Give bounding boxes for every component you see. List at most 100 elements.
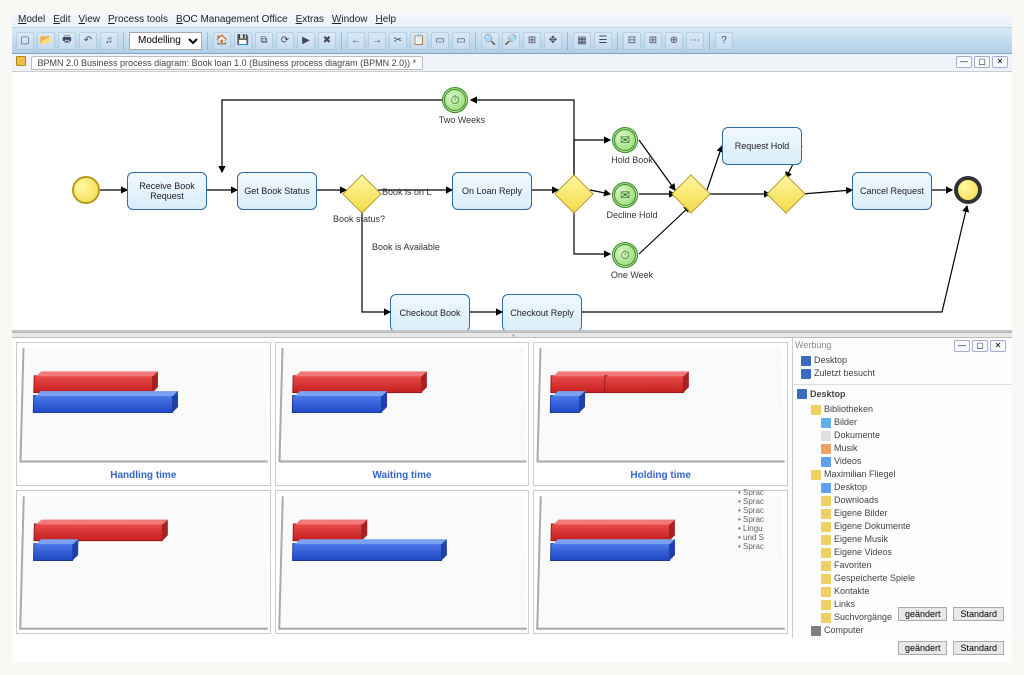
tree-item[interactable]: Bilder [801,416,1010,429]
menu-view[interactable]: View [78,14,100,25]
tree-item[interactable]: Downloads [801,494,1010,507]
tool-select-icon[interactable]: ▭ [431,32,449,50]
menu-model[interactable]: Model [18,14,45,25]
tool-more-icon[interactable]: ⋯ [686,32,704,50]
tool-fit-icon[interactable]: ✥ [544,32,562,50]
bpmn-event-timer_two_weeks[interactable]: ⏱ [442,87,468,113]
chart-cell-3[interactable] [16,490,271,634]
bpmn-task-t7[interactable]: Cancel Request [852,172,932,210]
folder-icon [821,548,831,558]
tool-delete-icon[interactable]: ✖ [318,32,336,50]
chart-cell-2[interactable]: Holding time [533,342,788,486]
tool-select2-icon[interactable]: ▭ [452,32,470,50]
tree-item[interactable]: Favoriten [801,559,1010,572]
bpmn-event-msg_hold[interactable]: ✉ [612,127,638,153]
chart-bar [550,395,580,413]
bpmn-canvas[interactable]: Receive Book Request Get Book Status On Lo… [12,72,1012,332]
tree-item[interactable]: Desktop [801,354,1010,367]
tree-item[interactable]: Gespeicherte Spiele [801,572,1010,585]
chart-bar [292,543,442,561]
document-tab[interactable]: BPMN 2.0 Business process diagram: Book … [31,56,424,70]
menu-boc-management-office[interactable]: BOC Management Office [176,14,288,25]
tool-new-icon[interactable]: ▢ [16,32,34,50]
chart-cell-0[interactable]: Handling time [16,342,271,486]
bpmn-task-t3[interactable]: On Loan Reply [452,172,532,210]
tool-zoom-out-icon[interactable]: 🔎 [502,32,520,50]
bpmn-end-event[interactable] [954,176,982,204]
tool-home-icon[interactable]: 🏠 [213,32,231,50]
tree-item[interactable]: Musik [801,442,1010,455]
folder-icon [821,535,831,545]
event-label: One Week [602,270,662,280]
tree-item[interactable]: Eigene Videos [801,546,1010,559]
tree-root[interactable]: Desktop [810,389,846,399]
folder-icon [821,444,831,454]
menu-process-tools[interactable]: Process tools [108,14,168,25]
tree-item[interactable]: Eigene Bilder [801,507,1010,520]
menu-extras[interactable]: Extras [296,14,324,25]
chart-label: Holding time [534,466,787,485]
bpmn-event-timer_one_week[interactable]: ⏱ [612,242,638,268]
folder-icon [821,509,831,519]
tool-refresh-icon[interactable]: ⟳ [276,32,294,50]
bpmn-event-msg_decline[interactable]: ✉ [612,182,638,208]
tool-layers-icon[interactable]: ☰ [594,32,612,50]
tool-cut-icon[interactable]: ✂ [389,32,407,50]
tree-item[interactable]: Zuletzt besucht [801,367,1010,380]
bpmn-task-t2[interactable]: Get Book Status [237,172,317,210]
tool-help-icon[interactable]: ? [715,32,733,50]
tool-music-icon[interactable]: ♫ [100,32,118,50]
tree-item[interactable]: Videos [801,455,1010,468]
lower-maximize-icon[interactable]: ▢ [972,340,988,352]
chart-cell-1[interactable]: Waiting time [275,342,530,486]
menu-bar[interactable]: Model Edit View Process tools BOC Management… [12,12,1012,28]
status-geandert: geändert [898,641,948,655]
tool-grid-icon[interactable]: ▦ [573,32,591,50]
tree-item[interactable]: Eigene Musik [801,533,1010,546]
menu-help[interactable]: Help [376,14,397,25]
folder-icon [811,470,821,480]
tree-item[interactable]: Desktop [801,481,1010,494]
tree-item[interactable]: Kontakte [801,585,1010,598]
event-label: Two Weeks [432,115,492,125]
tool-dist-icon[interactable]: ⊞ [644,32,662,50]
minimize-icon[interactable]: — [956,56,972,68]
tool-print-icon[interactable]: 🖶 [58,32,76,50]
maximize-icon[interactable]: ▢ [974,56,990,68]
tool-paste-icon[interactable]: 📋 [410,32,428,50]
tree-item[interactable]: Maximilian Fliegel [801,468,1010,481]
chart-cell-4[interactable] [275,490,530,634]
tool-open-icon[interactable]: 📂 [37,32,55,50]
tool-back-icon[interactable]: ← [347,32,365,50]
tool-zoom-fit-icon[interactable]: ⊞ [523,32,541,50]
tree-item[interactable]: Dokumente [801,429,1010,442]
chart-label: Handling time [17,466,270,485]
lower-close-icon[interactable]: ✕ [990,340,1006,352]
tool-save-icon[interactable]: 💾 [234,32,252,50]
cropped-item: • und S [738,533,788,542]
tool-play-icon[interactable]: ▶ [297,32,315,50]
tool-copy-icon[interactable]: ⧉ [255,32,273,50]
bpmn-task-t4[interactable]: Request Hold [722,127,802,165]
close-icon[interactable]: ✕ [992,56,1008,68]
bpmn-task-t5[interactable]: Checkout Book [390,294,470,332]
status-geandert-2: geändert [898,607,948,621]
tool-zoom-in-icon[interactable]: 🔍 [481,32,499,50]
menu-edit[interactable]: Edit [53,14,70,25]
document-tab-bar: BPMN 2.0 Business process diagram: Book … [12,54,1012,72]
tool-plus-icon[interactable]: ⊕ [665,32,683,50]
lower-minimize-icon[interactable]: — [954,340,970,352]
mode-select[interactable]: Modelling [129,32,202,50]
tool-forward-icon[interactable]: → [368,32,386,50]
menu-window[interactable]: Window [332,14,368,25]
tool-align-icon[interactable]: ⊟ [623,32,641,50]
folder-icon [811,405,821,415]
tree-item[interactable]: Netzwerk [801,637,1010,638]
bpmn-task-t1[interactable]: Receive Book Request [127,172,207,210]
tree-item[interactable]: Bibliotheken [801,403,1010,416]
tree-item[interactable]: Eigene Dokumente [801,520,1010,533]
tool-undo-icon[interactable]: ↶ [79,32,97,50]
tree-item[interactable]: Computer [801,624,1010,637]
bpmn-start-event[interactable] [72,176,100,204]
bpmn-task-t6[interactable]: Checkout Reply [502,294,582,332]
